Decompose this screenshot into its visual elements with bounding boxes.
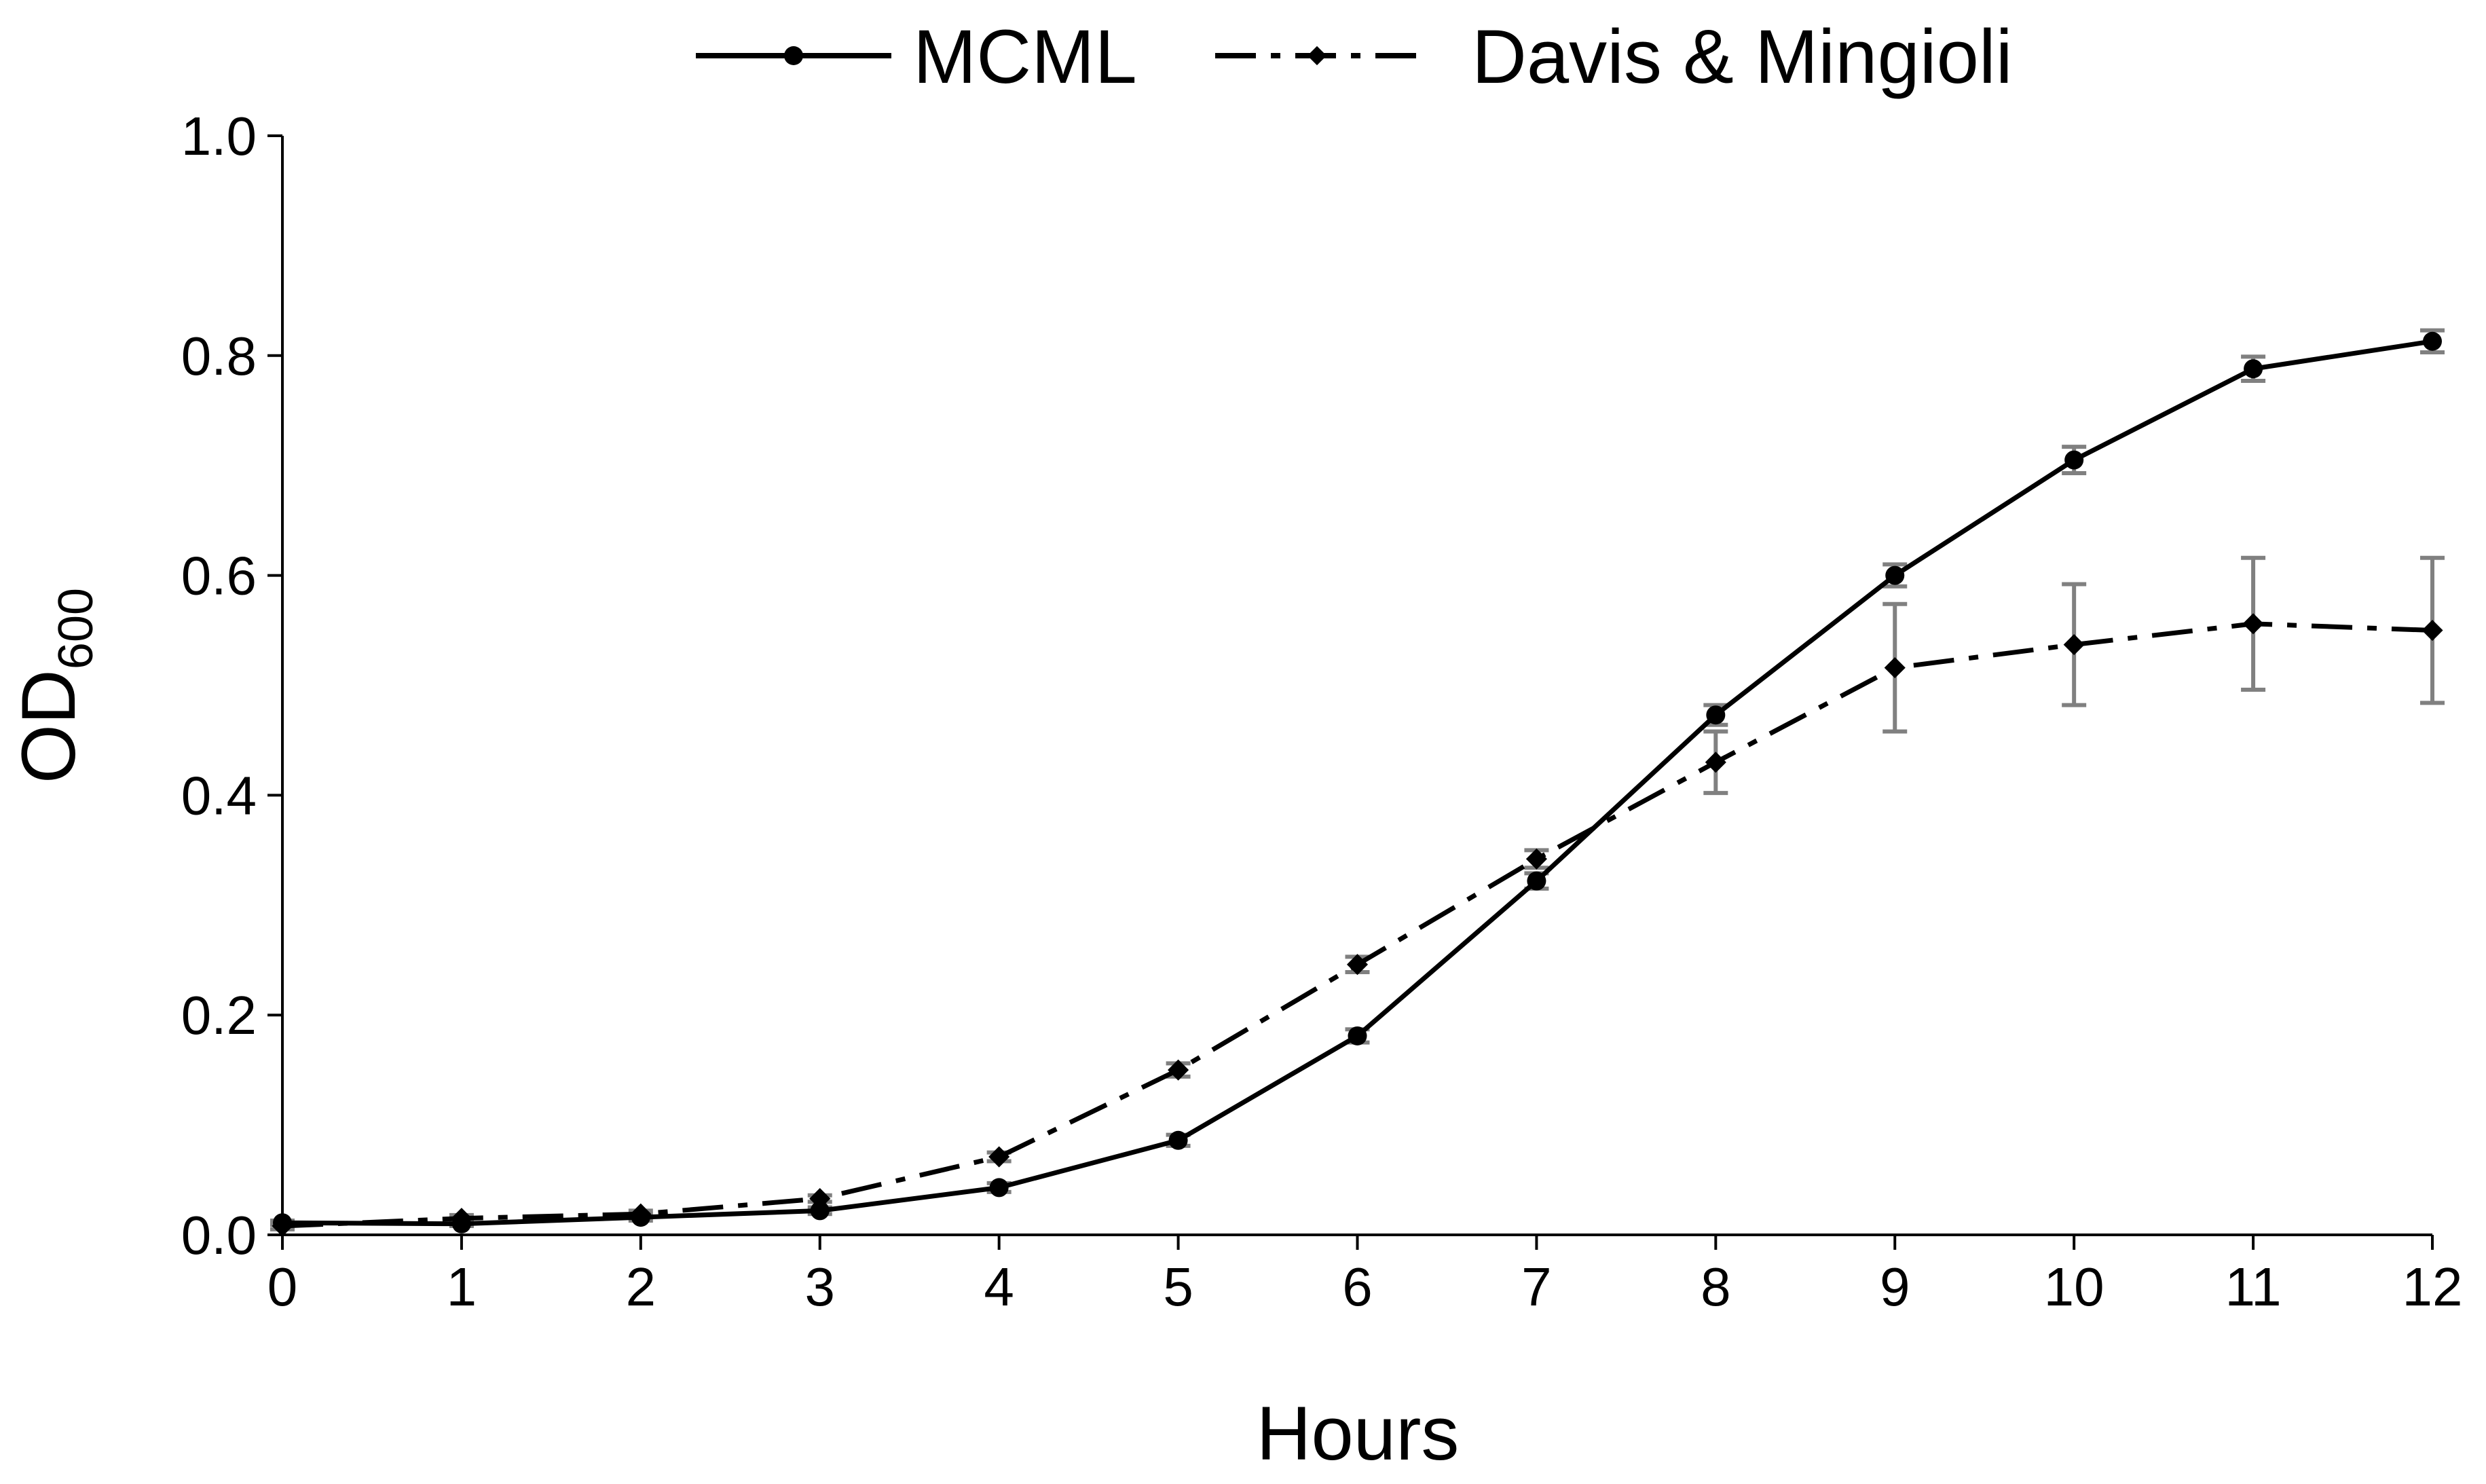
data-point-mcml [810, 1201, 830, 1221]
error-bars [270, 328, 2445, 1231]
data-point-davis-mingioli [2422, 619, 2443, 642]
y-ticks: 0.0 0.2 0.4 0.6 0.8 1.0 [181, 106, 282, 1265]
data-point-mcml [2244, 359, 2263, 379]
legend-item-mcml: MCML [696, 14, 1137, 99]
legend-marker-circle-icon [784, 46, 803, 65]
data-point-davis-mingioli [809, 1188, 831, 1210]
x-tick-label: 3 [805, 1257, 836, 1317]
legend-marker-diamond-icon [1307, 45, 1327, 66]
data-point-davis-mingioli [1705, 752, 1726, 773]
x-axis-title: Hours [1257, 1391, 1460, 1476]
y-tick-label: 0.4 [181, 765, 257, 826]
x-tick-label: 7 [1521, 1257, 1552, 1317]
data-point-davis-mingioli [988, 1146, 1010, 1168]
y-tick-label: 0.6 [181, 546, 257, 606]
data-point-mcml [989, 1178, 1009, 1198]
data-point-davis-mingioli [2063, 634, 2085, 656]
x-tick-label: 10 [2044, 1257, 2104, 1317]
y-axis-title-main: OD [6, 669, 91, 783]
legend-label-davis-mingioli: Davis & Mingioli [1472, 14, 2013, 99]
x-tick-label: 8 [1701, 1257, 1731, 1317]
legend-item-davis-mingioli: Davis & Mingioli [1215, 14, 2013, 99]
data-point-davis-mingioli [1525, 848, 1547, 870]
y-axis-title-subscript: 600 [49, 588, 103, 669]
data-point-mcml [2423, 331, 2442, 351]
legend: MCML Davis & Mingioli [696, 14, 2013, 99]
data-point-davis-mingioli [1884, 657, 1906, 679]
series-line-mcml [282, 339, 2433, 1227]
x-tick-label: 6 [1342, 1257, 1373, 1317]
data-point-mcml [2064, 450, 2084, 470]
legend-label-mcml: MCML [913, 14, 1137, 99]
y-tick-label: 0.8 [181, 326, 257, 386]
x-tick-label: 0 [267, 1257, 298, 1317]
data-point-mcml [1706, 705, 1726, 725]
data-point-davis-mingioli [272, 1215, 293, 1237]
series-line-davis-mingioli [282, 621, 2433, 1229]
y-tick-label: 0.0 [181, 1205, 257, 1265]
axes [281, 136, 2432, 1236]
x-tick-label: 5 [1163, 1257, 1193, 1317]
data-point-mcml [1168, 1130, 1188, 1150]
data-point-davis-mingioli [2242, 613, 2264, 635]
x-tick-label: 12 [2402, 1257, 2463, 1317]
x-tick-label: 2 [626, 1257, 656, 1317]
y-tick-label: 0.2 [181, 985, 257, 1045]
x-tick-label: 9 [1880, 1257, 1910, 1317]
x-ticks: 0 1 2 3 4 5 6 7 8 9 10 11 12 [267, 1235, 2463, 1317]
data-point-davis-mingioli [1346, 954, 1369, 976]
data-point-davis-mingioli [1168, 1059, 1189, 1081]
y-tick-label: 1.0 [181, 106, 257, 166]
data-point-mcml [1885, 565, 1905, 585]
data-point-mcml [1348, 1026, 1367, 1045]
x-tick-label: 11 [2225, 1257, 2282, 1317]
x-tick-label: 1 [447, 1257, 477, 1317]
series-markers [272, 331, 2443, 1237]
y-axis-title: OD600 [6, 588, 103, 783]
x-tick-label: 4 [984, 1257, 1014, 1317]
series-lines [282, 339, 2433, 1229]
data-point-mcml [1527, 871, 1546, 891]
